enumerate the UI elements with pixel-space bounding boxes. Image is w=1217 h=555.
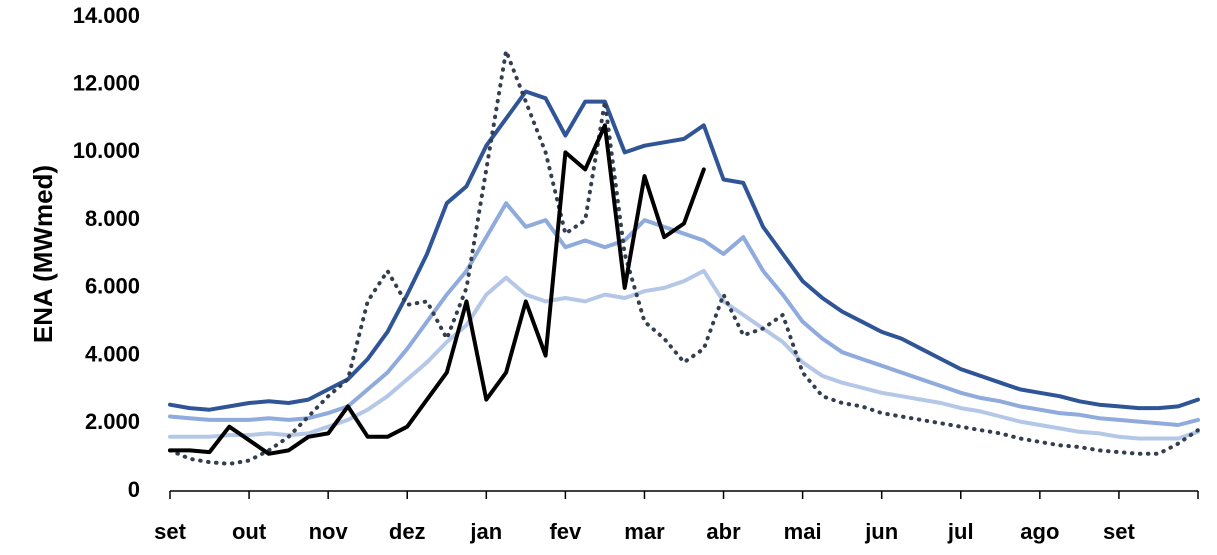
series-line: [168, 89, 1200, 412]
x-tick-label: jan: [469, 519, 502, 544]
x-tick-label: set: [1103, 519, 1135, 544]
x-tick-label: mai: [784, 519, 822, 544]
x-tick-label: set: [154, 519, 186, 544]
y-tick-label: 4.000: [85, 341, 140, 366]
series-line: [168, 123, 706, 456]
y-tick-label: 6.000: [85, 274, 140, 299]
y-tick-label: 14.000: [73, 3, 140, 28]
y-tick-label: 8.000: [85, 206, 140, 231]
x-tick-label: ago: [1020, 519, 1059, 544]
x-tick-label: fev: [549, 519, 582, 544]
x-tick-label: jun: [864, 519, 898, 544]
series-line: [168, 268, 1200, 441]
x-tick-label: jul: [947, 519, 974, 544]
y-tick-label: 2.000: [85, 409, 140, 434]
x-tick-label: abr: [706, 519, 741, 544]
x-tick-label: out: [232, 519, 267, 544]
x-tick-label: dez: [389, 519, 426, 544]
y-tick-label: 12.000: [73, 71, 140, 96]
series-line: [168, 201, 1200, 427]
x-tick-label: nov: [309, 519, 349, 544]
x-tick-label: mar: [624, 519, 665, 544]
series-line: [168, 48, 1200, 466]
y-tick-label: 10.000: [73, 138, 140, 163]
y-tick-label: 0: [128, 477, 140, 502]
y-axis-label: ENA (MWmed): [28, 165, 58, 343]
